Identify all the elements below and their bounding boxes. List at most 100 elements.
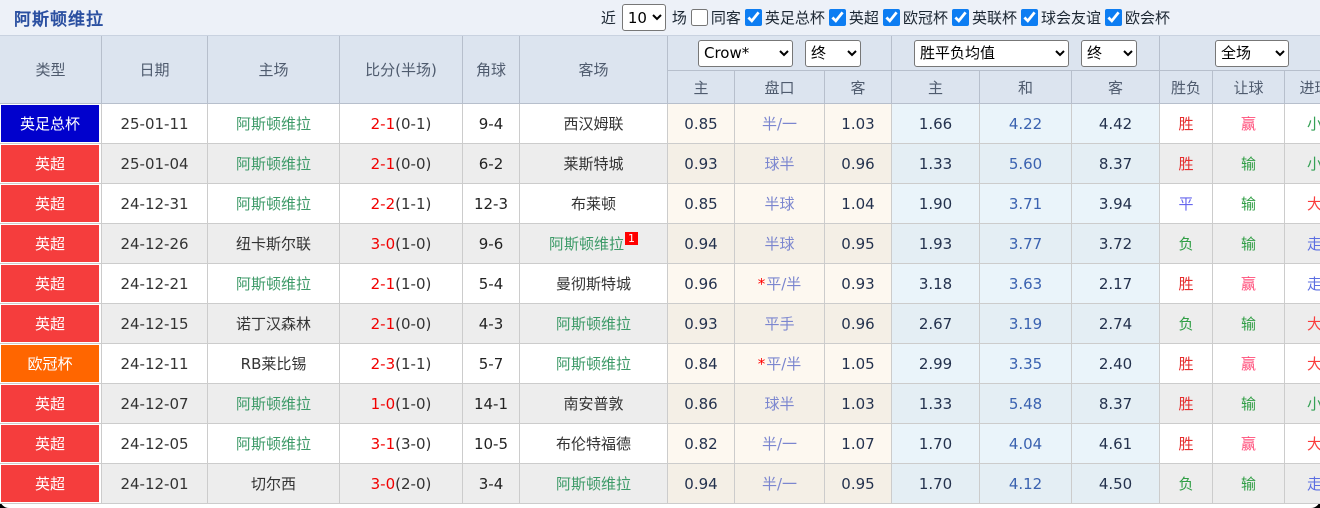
- handicap-line: 半球: [764, 195, 795, 213]
- recent-count-select[interactable]: 10: [621, 4, 666, 31]
- fulltime-score: 2-1: [370, 114, 396, 133]
- league-tag: 英超: [1, 145, 99, 182]
- cell-ah-line: 平手: [735, 304, 825, 344]
- cell-corners: 9-6: [463, 224, 520, 264]
- cell-avg-away: 2.74: [1072, 304, 1161, 344]
- top-bar: 阿斯顿维拉 近 10 场 同客 英足总杯 英超 欧冠杯 英联杯 球会友谊 欧会杯: [0, 0, 1320, 36]
- handicap-time-select[interactable]: 终: [805, 39, 861, 67]
- cell-home-team: 切尔西: [208, 464, 340, 504]
- cell-goals-result: 大: [1285, 184, 1320, 224]
- handicap-line: 平/半: [766, 355, 802, 373]
- handicap-line: 平手: [764, 315, 795, 333]
- cell-ah-away-odds: 1.04: [825, 184, 893, 224]
- cell-avg-home: 1.70: [892, 424, 981, 464]
- cell-away-team: 阿斯顿维拉: [520, 464, 668, 504]
- cell-avg-draw: 5.60: [980, 144, 1073, 184]
- cell-league: 欧冠杯: [0, 344, 102, 384]
- league-tag: 英超: [1, 305, 99, 342]
- cell-away-team: 西汉姆联: [520, 104, 668, 144]
- fulltime-score: 1-0: [370, 394, 396, 413]
- cell-avg-away: 4.42: [1072, 104, 1161, 144]
- cell-avg-away: 2.40: [1072, 344, 1161, 384]
- handicap-line: 平/半: [766, 275, 802, 293]
- match-history-table: 类型 日期 主场 比分(半场) 角球 客场 Crow* 终 胜平负均值 终 全场: [0, 36, 1320, 504]
- cell-avg-away: 8.37: [1072, 144, 1161, 184]
- cell-league: 英超: [0, 184, 102, 224]
- cell-avg-home: 1.33: [892, 384, 981, 424]
- halftime-score: (1-1): [395, 194, 432, 213]
- league-tag: 英超: [1, 185, 99, 222]
- cell-ah-line: 半球: [735, 224, 825, 264]
- league-checkbox-eflcup[interactable]: [951, 9, 969, 26]
- cell-result: 负: [1160, 224, 1214, 264]
- league-checkbox-epl[interactable]: [828, 9, 846, 26]
- col-header-goals: 进球: [1285, 71, 1320, 104]
- league-tag: 英超: [1, 465, 99, 502]
- handicap-line: 半/一: [761, 435, 798, 453]
- cell-result: 胜: [1160, 424, 1214, 464]
- cell-result: 胜: [1160, 384, 1214, 424]
- cell-home-team: 阿斯顿维拉: [208, 144, 340, 184]
- scope-select[interactable]: 全场: [1215, 39, 1290, 67]
- cell-away-team: 布伦特福德: [520, 424, 668, 464]
- cell-corners: 9-4: [463, 104, 520, 144]
- cell-handicap-result: 输: [1213, 184, 1286, 224]
- cell-ah-home-odds: 0.82: [668, 424, 735, 464]
- home-team-name: 纽卡斯尔联: [235, 235, 311, 253]
- same-venue-checkbox[interactable]: [690, 9, 708, 26]
- live-star-marker: *: [757, 355, 766, 373]
- cell-ah-home-odds: 0.94: [668, 464, 735, 504]
- fulltime-score: 3-0: [370, 234, 396, 253]
- cell-ah-away-odds: 1.03: [825, 384, 893, 424]
- scope-controls: 全场: [1160, 36, 1320, 71]
- cell-date: 24-12-26: [102, 224, 208, 264]
- cell-avg-draw: 4.12: [980, 464, 1073, 504]
- cell-score: 2-1(0-1): [340, 104, 463, 144]
- league-label-ucl: 欧冠杯: [902, 9, 948, 27]
- cell-goals-result: 大: [1285, 304, 1320, 344]
- cell-ah-home-odds: 0.93: [668, 304, 735, 344]
- cell-avg-home: 3.18: [892, 264, 981, 304]
- col-header-ah-line: 盘口: [735, 71, 825, 104]
- cell-avg-away: 8.37: [1072, 384, 1161, 424]
- match-table-body: 英足总杯 25-01-11 阿斯顿维拉 2-1(0-1) 9-4 西汉姆联 0.85 半/一 1…: [0, 104, 1320, 504]
- cell-avg-home: 1.93: [892, 224, 981, 264]
- cell-date: 24-12-11: [102, 344, 208, 384]
- table-row: 英超 24-12-01 切尔西 3-0(2-0) 3-4 阿斯顿维拉 0.94 半/一 0.95…: [0, 464, 1320, 504]
- table-row: 英超 24-12-15 诺丁汉森林 2-1(0-0) 4-3 阿斯顿维拉 0.93 平手 0.9…: [0, 304, 1320, 344]
- league-label-facup: 英足总杯: [764, 9, 825, 27]
- handicap-line: 半/一: [761, 475, 798, 493]
- col-header-handicap: 让球: [1213, 71, 1286, 104]
- halftime-score: (1-0): [395, 394, 432, 413]
- table-row: 英超 24-12-07 阿斯顿维拉 1-0(1-0) 14-1 南安普敦 0.86 球半 1.0…: [0, 384, 1320, 424]
- cell-avg-draw: 3.35: [980, 344, 1073, 384]
- cell-score: 2-1(0-0): [340, 144, 463, 184]
- col-header-result: 胜负: [1160, 71, 1214, 104]
- odds-type-select[interactable]: 胜平负均值: [914, 39, 1070, 67]
- league-tag: 英超: [1, 225, 99, 262]
- home-team-name: RB莱比锡: [240, 355, 307, 373]
- cell-league: 英超: [0, 384, 102, 424]
- cell-home-team: 阿斯顿维拉: [208, 184, 340, 224]
- cell-home-team: 诺丁汉森林: [208, 304, 340, 344]
- league-checkbox-ucl[interactable]: [882, 9, 900, 26]
- cell-result: 胜: [1160, 344, 1214, 384]
- fulltime-score: 2-3: [370, 354, 396, 373]
- cell-result: 胜: [1160, 144, 1214, 184]
- league-label-friendly: 球会友谊: [1040, 9, 1101, 27]
- col-header-corners: 角球: [463, 36, 520, 104]
- cell-avg-away: 2.17: [1072, 264, 1161, 304]
- col-header-home: 主场: [208, 36, 340, 104]
- league-checkbox-facup[interactable]: [744, 9, 762, 26]
- cell-score: 2-3(1-1): [340, 344, 463, 384]
- league-checkbox-uecl[interactable]: [1104, 9, 1122, 26]
- odds-time-select[interactable]: 终: [1081, 39, 1138, 67]
- halftime-score: (1-0): [395, 234, 432, 253]
- cell-corners: 5-4: [463, 264, 520, 304]
- cell-ah-line: 半/一: [735, 424, 825, 464]
- bookmaker-select[interactable]: Crow*: [698, 39, 793, 67]
- league-checkbox-friendly[interactable]: [1020, 9, 1038, 26]
- cell-away-team: 布莱顿: [520, 184, 668, 224]
- cell-score: 3-0(2-0): [340, 464, 463, 504]
- cell-avg-draw: 3.63: [980, 264, 1073, 304]
